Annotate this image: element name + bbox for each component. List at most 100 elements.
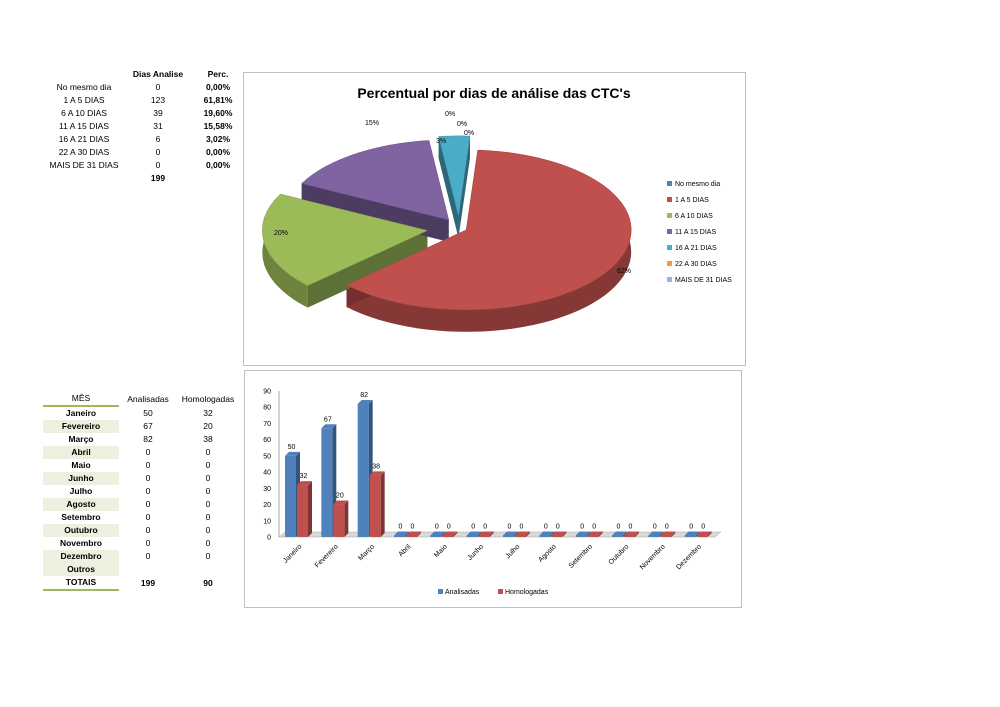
days-row: 1 A 5 DIAS 123 61,81% [40, 94, 248, 107]
legend-label: 22 A 30 DIAS [675, 261, 717, 268]
bar-data-label: 67 [324, 416, 332, 423]
bar-top [357, 399, 373, 404]
days-label: MAIS DE 31 DIAS [49, 160, 119, 170]
bar-data-label: 50 [288, 444, 296, 451]
bar-analisadas-abril [394, 535, 405, 537]
bar-analisadas-julho [503, 535, 514, 537]
pie-chart: Percentual por dias de análise das CTC's… [262, 85, 732, 332]
days-row: 6 A 10 DIAS 39 19,60% [40, 107, 248, 120]
bar-homologadas-dezembro [696, 535, 708, 537]
month-homologadas: 0 [205, 499, 211, 509]
days-label: 11 A 15 DIAS [59, 121, 109, 131]
bar-side [562, 531, 567, 537]
bar-top [539, 531, 555, 536]
month-row: Julho 0 0 [43, 485, 239, 498]
pie-data-label: 20% [274, 230, 288, 237]
bar-side [380, 471, 385, 537]
bar-top [624, 531, 639, 536]
month-analisadas [119, 563, 177, 576]
days-count: 0 [155, 82, 161, 92]
x-tick-label: Abril [398, 543, 413, 558]
bar-data-label: 0 [701, 524, 705, 531]
bar-top [478, 531, 494, 536]
bar-top [503, 531, 518, 536]
bar-data-label: 0 [629, 524, 633, 531]
bar-analisadas-junho [466, 535, 478, 537]
month-row: Agosto 0 0 [43, 498, 239, 511]
days-label: 22 A 30 DIAS [58, 147, 110, 157]
days-count: 6 [155, 134, 161, 144]
bar-data-label: 38 [372, 463, 380, 470]
totals-label: TOTAIS [43, 576, 119, 591]
pie-slice-edge [307, 230, 428, 308]
x-tick-label: Novembro [639, 543, 667, 571]
month-label: Outros [43, 563, 119, 576]
days-row: No mesmo dia 0 0,00% [40, 81, 248, 94]
legend-swatch [667, 181, 672, 186]
bar-top [551, 531, 567, 536]
bar-analisadas-março [357, 403, 369, 537]
bar-top [406, 531, 421, 536]
pie-data-label: 62% [617, 268, 631, 275]
bar-side [526, 531, 530, 537]
days-header-pct: Perc. [207, 69, 229, 79]
month-row: Maio 0 0 [43, 459, 239, 472]
bar-chart-axes: 0 10 20 30 40 50 60 70 80 90 [263, 389, 722, 542]
bar-data-label: 0 [580, 524, 584, 531]
legend-swatch [667, 229, 672, 234]
month-label: Julho [69, 486, 93, 496]
bar-data-label: 32 [300, 473, 308, 480]
days-count: 0 [155, 147, 161, 157]
month-label: Maio [71, 460, 91, 470]
pie-slice-11-a-15-dias [301, 140, 450, 221]
days-row: 16 A 21 DIAS 6 3,02% [40, 133, 248, 146]
month-homologadas: 32 [203, 407, 213, 418]
bar-side [635, 531, 639, 537]
legend-swatch [667, 197, 672, 202]
month-homologadas: 0 [205, 525, 211, 535]
month-label: Fevereiro [43, 420, 119, 433]
month-row: Março 82 38 [43, 433, 239, 446]
analisadas-header: Analisadas [127, 393, 169, 404]
month-row: Outros [43, 563, 239, 576]
days-header-count: Dias Analise [132, 69, 184, 79]
bar-top [575, 531, 591, 536]
bar-data-label: 0 [544, 524, 548, 531]
legend-label: 6 A 10 DIAS [675, 213, 713, 220]
bar-homologadas-março [369, 475, 381, 537]
bar-top [321, 424, 337, 429]
legend-swatch [498, 589, 503, 594]
month-row: Abril 0 0 [43, 446, 239, 459]
pie-data-label: 0% [464, 130, 474, 137]
days-pct: 19,60% [203, 108, 233, 118]
bar-data-label: 0 [411, 524, 415, 531]
bar-data-label: 0 [689, 524, 693, 531]
bar-top [612, 531, 627, 536]
month-analisadas: 67 [143, 421, 153, 431]
legend-swatch [667, 277, 672, 282]
bar-analisadas-setembro [575, 535, 587, 537]
days-label: 6 A 10 DIAS [61, 108, 107, 118]
legend-swatch [667, 245, 672, 250]
bar-homologadas-fevereiro [333, 504, 345, 537]
y-tick-label: 20 [263, 502, 271, 509]
pie-data-label: 0% [445, 111, 455, 118]
month-homologadas: 0 [205, 460, 211, 470]
days-count: 0 [155, 160, 161, 170]
bar-data-label: 0 [520, 524, 524, 531]
bar-analisadas-maio [430, 535, 442, 537]
pie-data-label: 15% [365, 120, 379, 127]
bar-chart-bars: 50 32 67 20 82 38 0 0 0 0 0 0 0 0 0 0 0 0 0 0 0 0 0 0 [285, 392, 712, 537]
month-homologadas: 0 [205, 447, 211, 457]
bar-top [684, 531, 700, 536]
bar-data-label: 0 [435, 524, 439, 531]
days-pct: 0,00% [205, 82, 231, 92]
month-analisadas: 0 [145, 486, 151, 496]
y-tick-label: 60 [263, 437, 271, 444]
bar-data-label: 0 [508, 524, 512, 531]
bar-side [489, 531, 494, 537]
pie-slice-1-a-5-dias [346, 149, 632, 311]
month-homologadas: 0 [205, 551, 211, 561]
bar-side [586, 531, 591, 537]
